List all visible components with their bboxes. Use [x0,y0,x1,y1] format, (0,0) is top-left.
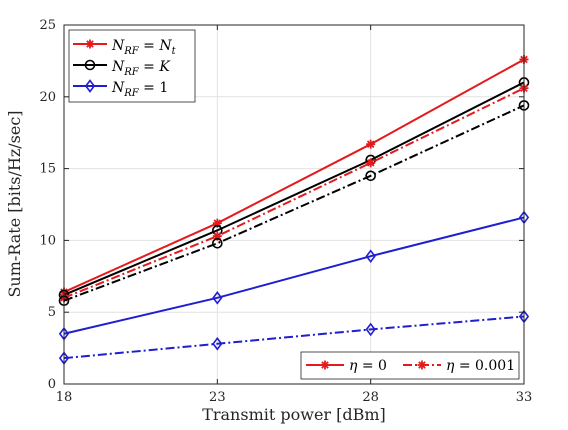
legend-markers [73,39,107,93]
data-point [212,218,222,228]
data-point [366,158,376,168]
y-tick-label: 5 [48,305,56,320]
series-path [63,58,525,294]
legend-top-left: NRF = Nt NRF = K NRF = 1 [68,29,196,103]
x-tick-label: 33 [516,390,533,405]
x-tick-label: 23 [209,390,226,405]
legend-label-eta-0: η = 0 [349,358,387,374]
data-point [365,170,376,182]
legend-eta-marker [320,360,330,370]
data-point [212,336,223,351]
x-axis-label: Transmit power [dBm] [202,405,386,424]
series-path [63,81,525,296]
series-layer [58,54,530,365]
data-point [365,322,376,337]
legend-eta-markers [306,360,441,370]
x-tick-label: 28 [362,390,379,405]
x-tick-label: 18 [56,390,73,405]
legend-marker [85,39,95,49]
y-axis-label: Sum-Rate [bits/Hz/sec] [5,110,24,297]
y-tick-label: 10 [39,233,56,248]
data-point [212,291,223,305]
y-tick-label: 15 [39,162,56,177]
y-tick-label: 25 [39,18,56,33]
y-tick-label: 0 [48,377,56,392]
series-path [63,87,525,299]
legend-marker [84,79,96,93]
data-point [366,139,376,149]
plot-frame [63,24,525,385]
series-path [63,104,525,302]
legend-label-eta-0001: η = 0.001 [446,358,515,374]
data-point [365,249,376,264]
legend-marker [84,59,96,71]
legend-eta-marker [417,360,427,370]
y-tick-label: 20 [39,90,56,105]
ticks: 0 5 10 15 20 25 18 23 28 33 [39,18,532,405]
series-path [63,216,525,335]
legend-bottom-right: η = 0 η = 0.001 [300,351,520,380]
data-point [212,237,223,249]
